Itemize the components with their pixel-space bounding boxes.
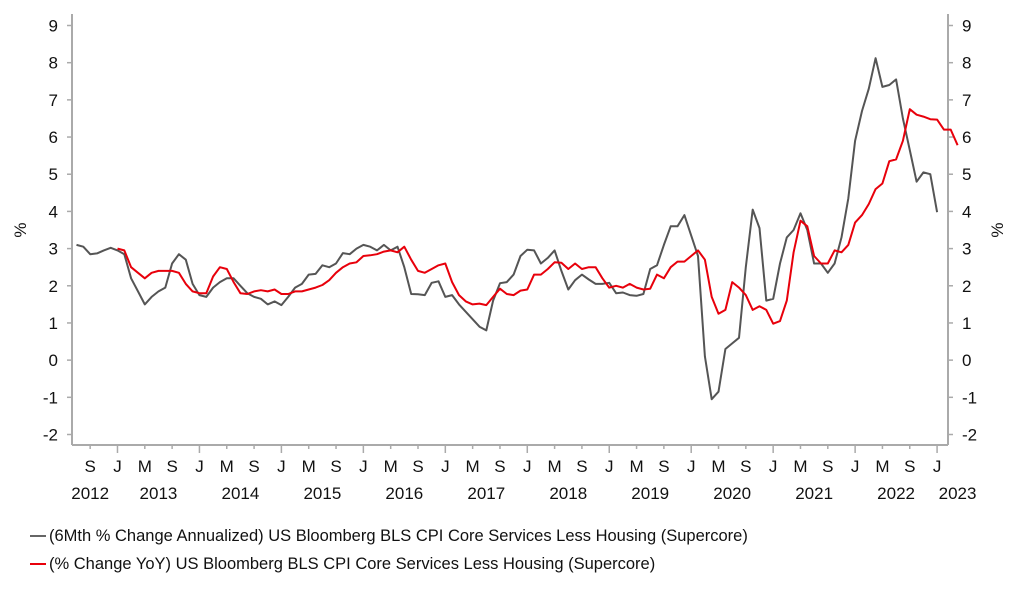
x-year-label: 2020 <box>713 484 751 503</box>
x-tick-label: J <box>851 457 860 476</box>
y-tick-label: 8 <box>962 54 971 73</box>
legend-item-6m-annualized: (6Mth % Change Annualized) US Bloomberg … <box>30 522 748 550</box>
legend-swatch-gray <box>30 535 46 537</box>
x-tick-label: M <box>220 457 234 476</box>
x-tick-label: M <box>466 457 480 476</box>
series-line-6m-annualized <box>76 57 939 401</box>
x-tick-label: M <box>793 457 807 476</box>
plot-frame <box>71 14 949 446</box>
x-tick-label: S <box>84 457 95 476</box>
x-tick-label: M <box>629 457 643 476</box>
x-year-label: 2021 <box>795 484 833 503</box>
x-tick-label: M <box>384 457 398 476</box>
y-tick-label: 7 <box>49 91 58 110</box>
x-year-label: 2012 <box>71 484 109 503</box>
x-tick-label: S <box>740 457 751 476</box>
x-tick-label: S <box>576 457 587 476</box>
x-year-label: 2017 <box>467 484 505 503</box>
x-year-label: 2018 <box>549 484 587 503</box>
y-tick-label: 1 <box>49 314 58 333</box>
y-tick-label: 4 <box>49 202 58 221</box>
y-axis-title-left: % <box>11 222 30 237</box>
legend-swatch-red <box>30 563 46 565</box>
y-tick-label: 8 <box>49 54 58 73</box>
x-year-label: 2013 <box>140 484 178 503</box>
y-axis-title-right: % <box>988 222 1007 237</box>
y-tick-label: 9 <box>49 17 58 36</box>
x-tick-label: M <box>548 457 562 476</box>
x-tick-label: M <box>875 457 889 476</box>
y-tick-label: 1 <box>962 314 971 333</box>
x-year-label: 2022 <box>877 484 915 503</box>
y-tick-label: 6 <box>962 128 971 147</box>
y-tick-label: 3 <box>49 240 58 259</box>
y-tick-label: 9 <box>962 17 971 36</box>
x-tick-label: J <box>933 457 942 476</box>
y-tick-label: 5 <box>49 165 58 184</box>
legend: (6Mth % Change Annualized) US Bloomberg … <box>30 522 748 578</box>
x-tick-label: J <box>359 457 368 476</box>
x-tick-label: J <box>769 457 778 476</box>
x-tick-label: J <box>277 457 286 476</box>
x-tick-label: S <box>658 457 669 476</box>
x-tick-label: J <box>605 457 614 476</box>
x-tick-label: M <box>138 457 152 476</box>
x-tick-label: S <box>166 457 177 476</box>
series-group <box>76 57 959 401</box>
x-year-label: 2023 <box>939 484 977 503</box>
y-tick-label: -2 <box>43 426 58 445</box>
x-tick-label: J <box>113 457 122 476</box>
y-tick-label: 3 <box>962 240 971 259</box>
y-tick-label: 7 <box>962 91 971 110</box>
x-tick-label: J <box>523 457 532 476</box>
x-tick-label: S <box>904 457 915 476</box>
y-tick-label: 4 <box>962 202 971 221</box>
y-axis-left: -2 -1 0 1 2 3 4 5 6 7 8 9 <box>43 17 72 445</box>
x-year-label: 2019 <box>631 484 669 503</box>
series-line-yoy <box>117 108 959 325</box>
y-tick-label: 2 <box>49 277 58 296</box>
y-tick-label: 5 <box>962 165 971 184</box>
legend-item-yoy: (% Change YoY) US Bloomberg BLS CPI Core… <box>30 550 748 578</box>
x-tick-label: S <box>822 457 833 476</box>
y-tick-label: 0 <box>962 351 971 370</box>
y-tick-label: -2 <box>962 426 977 445</box>
x-tick-label: M <box>302 457 316 476</box>
y-tick-label: -1 <box>43 388 58 407</box>
x-tick-label: M <box>711 457 725 476</box>
x-tick-label: J <box>441 457 450 476</box>
x-tick-label: S <box>330 457 341 476</box>
x-year-label: 2014 <box>222 484 260 503</box>
x-tick-label: J <box>687 457 696 476</box>
y-tick-label: 2 <box>962 277 971 296</box>
legend-label: (6Mth % Change Annualized) US Bloomberg … <box>49 527 748 545</box>
x-tick-label: S <box>412 457 423 476</box>
y-tick-label: 0 <box>49 351 58 370</box>
legend-label: (% Change YoY) US Bloomberg BLS CPI Core… <box>49 555 656 573</box>
y-tick-label: -1 <box>962 388 977 407</box>
x-tick-label: J <box>195 457 204 476</box>
x-year-label: 2015 <box>303 484 341 503</box>
y-tick-label: 6 <box>49 128 58 147</box>
y-axis-right: -2 -1 0 1 2 3 4 5 6 7 8 9 <box>948 17 977 445</box>
x-year-label: 2016 <box>385 484 423 503</box>
x-tick-label: S <box>494 457 505 476</box>
x-tick-label: S <box>248 457 259 476</box>
